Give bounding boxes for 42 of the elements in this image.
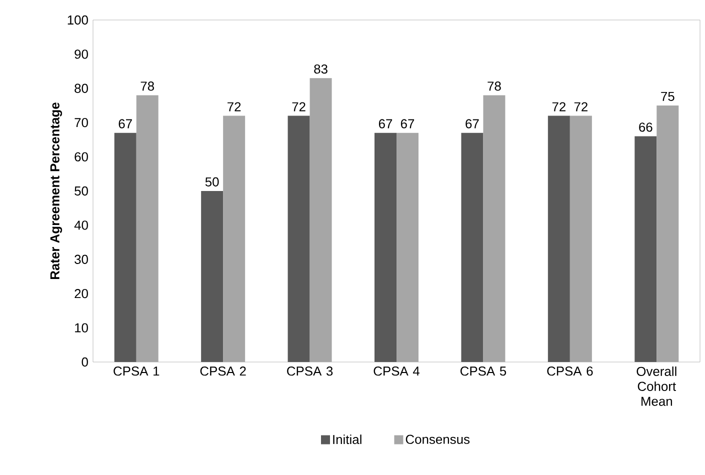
y-tick-label: 0 xyxy=(82,357,88,367)
data-label: 72 xyxy=(574,102,588,112)
data-label: 72 xyxy=(292,102,306,112)
data-label: 67 xyxy=(466,119,479,128)
legend-label: Consensus xyxy=(406,434,470,444)
y-tick-label: 20 xyxy=(74,289,88,298)
y-tick-label: 10 xyxy=(75,323,88,332)
data-label: 72 xyxy=(552,102,566,112)
bar xyxy=(374,132,397,362)
x-tick-label: CPSA 2 xyxy=(200,366,246,376)
data-label: 50 xyxy=(205,177,219,186)
bar xyxy=(114,132,136,362)
bar xyxy=(461,132,484,362)
legend-label: Initial xyxy=(333,434,362,444)
data-label: 78 xyxy=(488,82,501,91)
x-tick-label: CPSA 4 xyxy=(374,366,420,376)
y-tick-label: 70 xyxy=(74,118,88,128)
data-label: 67 xyxy=(400,119,414,128)
x-tick-label: CPSA 1 xyxy=(114,366,160,376)
y-tick-label: 80 xyxy=(74,84,88,93)
y-tick-label: 90 xyxy=(74,50,88,59)
bar xyxy=(634,136,657,362)
x-tick-label: CPSA 6 xyxy=(547,366,593,376)
bar xyxy=(201,191,224,362)
data-label: 67 xyxy=(378,119,392,128)
data-label: 75 xyxy=(661,92,674,101)
bar xyxy=(548,116,570,362)
data-label: 72 xyxy=(228,102,241,112)
data-label: 66 xyxy=(639,122,652,132)
y-tick-label: 40 xyxy=(74,220,88,230)
y-tick-label: 30 xyxy=(74,254,88,264)
x-tick-label: CPSA 3 xyxy=(287,366,333,376)
y-tick-label: 100 xyxy=(68,15,88,25)
y-axis-title: Rater Agreement Percentage xyxy=(50,102,62,280)
y-tick-label: 50 xyxy=(74,186,88,196)
x-tick-label: CPSA 5 xyxy=(460,366,506,376)
x-tick-label: Overall Cohort Mean xyxy=(636,366,676,406)
data-label: 78 xyxy=(140,82,154,91)
data-label: 67 xyxy=(118,119,132,128)
y-tick-label: 60 xyxy=(74,152,88,162)
bar xyxy=(288,116,310,362)
data-label: 83 xyxy=(314,64,328,74)
